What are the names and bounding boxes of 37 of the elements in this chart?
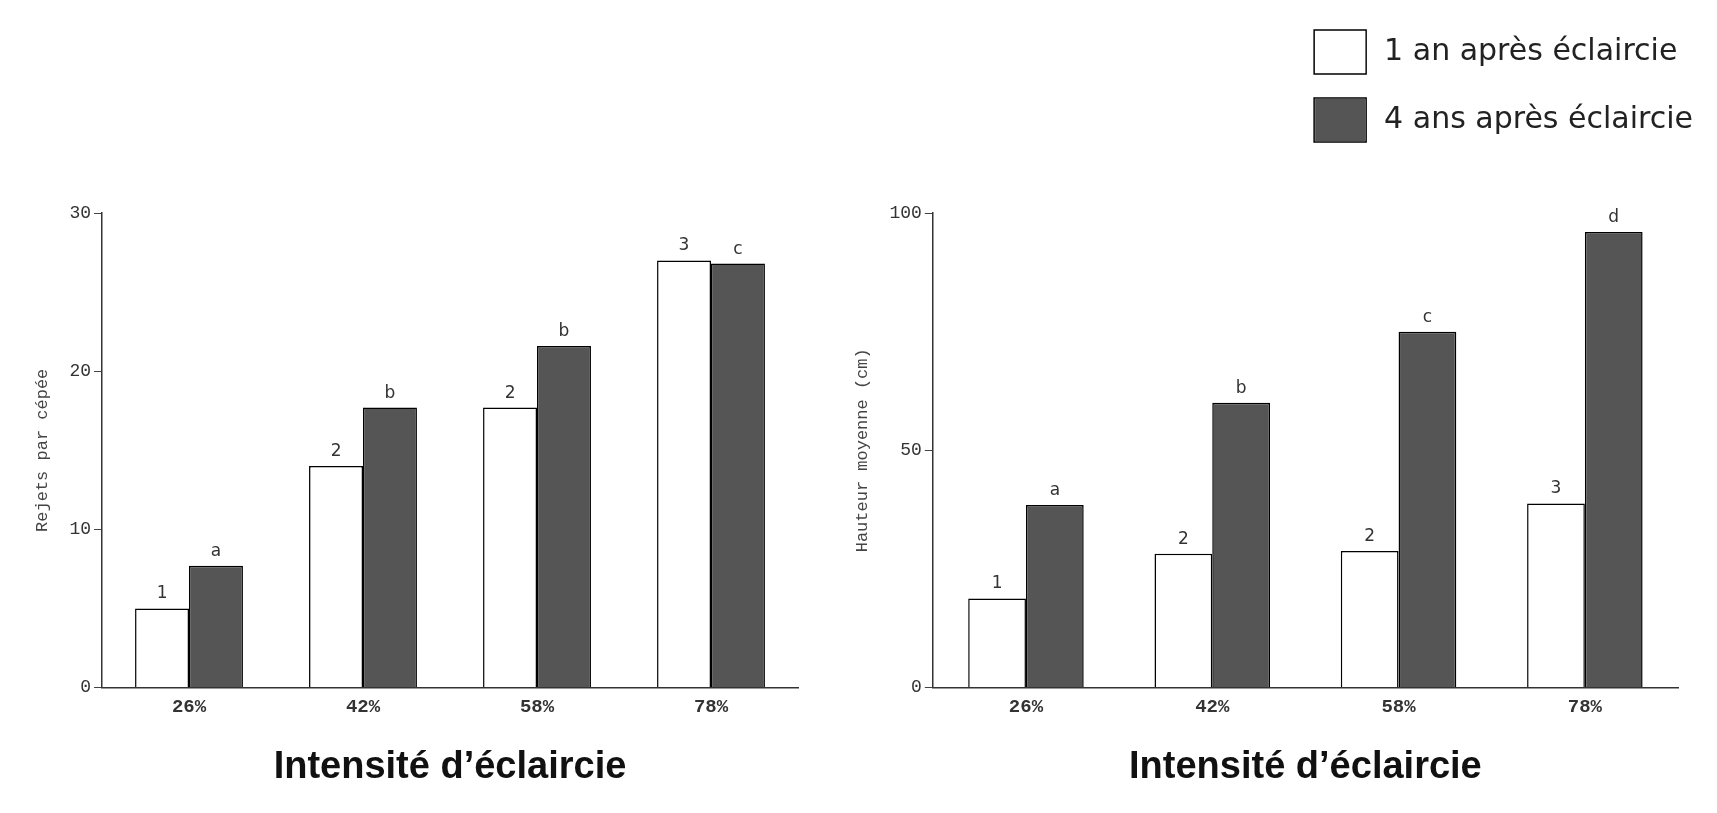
y-tick-label: 0 xyxy=(80,677,91,698)
y-tick-label: 100 xyxy=(889,202,922,223)
x-axis-title: Intensité d’éclaircie xyxy=(273,743,627,786)
annotation: 2 xyxy=(504,381,516,402)
y-tick-label: 20 xyxy=(69,360,91,381)
annotation: b xyxy=(1235,376,1247,397)
x-tick-label: 42% xyxy=(1195,695,1230,718)
legend-label: 4 ans après éclaircie xyxy=(1384,99,1694,135)
y-tick-label: 0 xyxy=(910,677,922,698)
x-axis-title: Intensité d’éclaircie xyxy=(1129,743,1482,786)
x-tick-label: 78% xyxy=(1567,695,1603,718)
annotation: 2 xyxy=(330,440,342,461)
annotation: a xyxy=(1049,478,1061,499)
annotation: b xyxy=(384,381,396,402)
y-tick-label: 10 xyxy=(69,519,91,540)
legend-label: 1 an après éclaircie xyxy=(1384,31,1678,67)
annotation: a xyxy=(210,539,222,560)
annotation: 1 xyxy=(156,582,168,603)
y-tick-label: 30 xyxy=(69,202,91,223)
y-tick-label: 50 xyxy=(900,440,922,461)
x-tick-label: 26% xyxy=(1008,695,1044,718)
annotation: c xyxy=(1422,305,1433,326)
y-axis-title: Hauteur moyenne (cm) xyxy=(852,348,872,553)
annotation: d xyxy=(1608,205,1620,226)
annotation: 3 xyxy=(1550,477,1562,498)
x-tick-label: 42% xyxy=(345,695,381,718)
annotation: 1 xyxy=(991,572,1003,593)
x-tick-label: 26% xyxy=(171,695,207,718)
annotation: b xyxy=(558,319,570,340)
y-axis-title: Rejets par cépée xyxy=(32,368,52,532)
x-tick-label: 58% xyxy=(1381,695,1417,718)
annotation: 2 xyxy=(1364,524,1376,545)
annotation: c xyxy=(733,237,743,258)
x-tick-label: 58% xyxy=(519,695,555,718)
annotation: 3 xyxy=(678,234,690,255)
x-tick-label: 78% xyxy=(693,695,729,718)
annotation: 2 xyxy=(1177,527,1189,548)
